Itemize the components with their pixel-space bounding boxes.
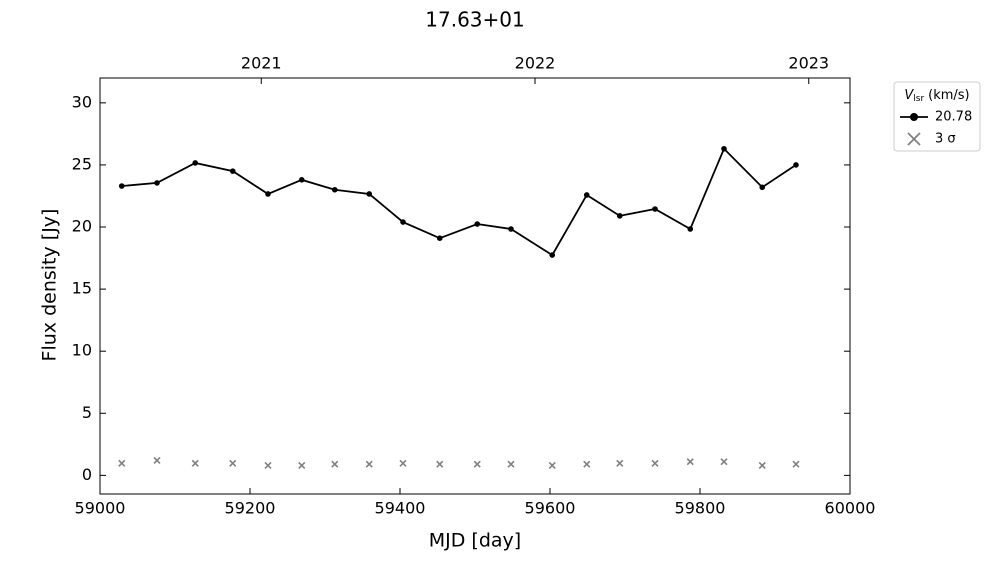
data-point xyxy=(583,460,591,468)
x-tick-label: 59000 xyxy=(75,499,126,518)
data-point xyxy=(298,461,306,470)
legend-title: Vlsr (km/s) xyxy=(904,88,969,104)
data-point xyxy=(549,252,556,258)
data-point xyxy=(154,180,160,186)
legend-marker xyxy=(907,132,921,146)
data-point xyxy=(616,459,624,467)
data-point xyxy=(229,459,237,467)
data-point xyxy=(331,186,338,193)
x-axis-label: MJD [day] xyxy=(429,530,521,552)
data-point xyxy=(792,460,800,468)
legend-title-symbol: V xyxy=(904,88,914,103)
data-point xyxy=(118,183,125,189)
x-tick-label: 60000 xyxy=(825,499,876,518)
y-tick-label: 5 xyxy=(82,403,92,422)
data-point xyxy=(686,458,694,466)
data-point xyxy=(720,458,728,466)
legend-label: 20.78 xyxy=(935,110,972,125)
legend-marker xyxy=(910,113,918,121)
plot-frame xyxy=(99,77,851,495)
data-point xyxy=(436,235,443,241)
data-point xyxy=(793,162,799,168)
data-point xyxy=(759,184,766,191)
chart-title: 17.63+01 xyxy=(425,8,524,32)
y-tick-label: 0 xyxy=(82,465,92,484)
data-point xyxy=(548,461,556,470)
data-point xyxy=(331,460,339,468)
data-point xyxy=(687,226,694,232)
x-tick-label: 59800 xyxy=(675,499,726,518)
x2-tick-label: 2023 xyxy=(788,54,829,73)
data-point xyxy=(298,177,305,183)
y-tick-label: 10 xyxy=(72,341,92,360)
data-point xyxy=(721,145,727,152)
legend-label: 3 σ xyxy=(935,132,956,147)
y-tick-label: 20 xyxy=(72,217,92,236)
y-tick-label: 30 xyxy=(72,92,92,111)
data-point xyxy=(474,221,481,227)
data-point xyxy=(118,459,126,467)
x-tick-label: 59400 xyxy=(375,499,426,518)
x-tick-label: 59200 xyxy=(225,499,276,518)
data-point xyxy=(264,461,272,470)
data-point xyxy=(400,219,406,225)
legend-title-subscript: lsr xyxy=(913,94,924,104)
data-point xyxy=(192,160,199,166)
y-axis-label: Flux density [Jy] xyxy=(39,209,61,362)
legend-box xyxy=(893,81,981,152)
y-tick-label: 25 xyxy=(72,154,92,173)
data-point xyxy=(191,459,199,467)
data-point xyxy=(365,460,373,468)
data-point xyxy=(616,213,623,219)
data-point xyxy=(229,168,236,174)
data-point xyxy=(652,206,658,212)
data-line xyxy=(121,147,797,257)
y-tick-label: 15 xyxy=(72,279,92,298)
data-point xyxy=(366,191,373,197)
data-point xyxy=(153,456,161,465)
x2-tick-label: 2021 xyxy=(241,54,282,73)
data-point xyxy=(583,192,590,198)
data-point xyxy=(758,461,766,470)
legend-title-unit: (km/s) xyxy=(928,88,970,103)
data-point xyxy=(436,460,444,468)
data-point xyxy=(508,226,514,232)
data-point xyxy=(399,459,407,467)
data-point xyxy=(651,459,659,467)
x-tick-label: 59600 xyxy=(525,499,576,518)
data-point xyxy=(265,191,271,197)
x2-tick-label: 2022 xyxy=(515,54,556,73)
data-point xyxy=(507,460,515,468)
data-point xyxy=(473,460,481,468)
